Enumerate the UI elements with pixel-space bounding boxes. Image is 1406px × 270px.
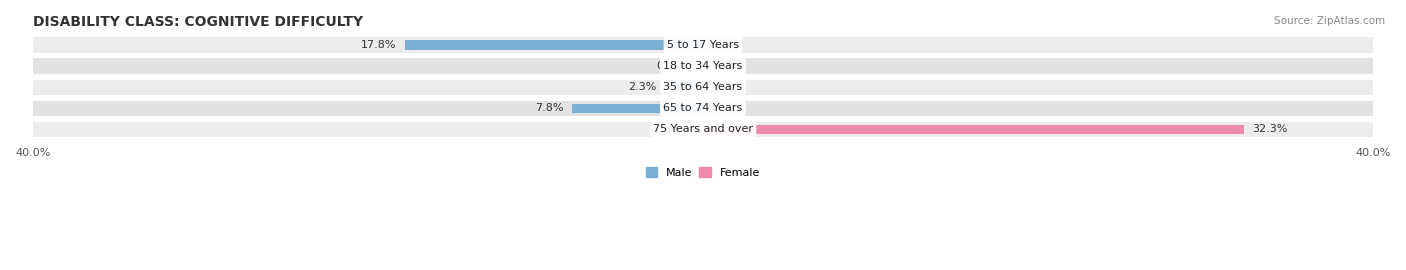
Text: 17.8%: 17.8% <box>361 40 396 50</box>
Text: 0.59%: 0.59% <box>650 124 685 134</box>
Text: 2.3%: 2.3% <box>627 82 657 92</box>
Bar <box>32 80 1374 95</box>
Bar <box>693 125 703 134</box>
Text: 0.16%: 0.16% <box>657 61 692 71</box>
Bar <box>700 61 703 71</box>
Text: 0.2%: 0.2% <box>714 82 744 92</box>
Text: DISABILITY CLASS: COGNITIVE DIFFICULTY: DISABILITY CLASS: COGNITIVE DIFFICULTY <box>32 15 363 29</box>
Text: 18 to 34 Years: 18 to 34 Years <box>664 61 742 71</box>
Text: 65 to 74 Years: 65 to 74 Years <box>664 103 742 113</box>
Bar <box>703 125 1244 134</box>
Bar <box>405 40 703 50</box>
Bar <box>32 122 1374 137</box>
Bar <box>665 82 703 92</box>
Text: 32.3%: 32.3% <box>1253 124 1288 134</box>
Text: 75 Years and over: 75 Years and over <box>652 124 754 134</box>
Text: 0.0%: 0.0% <box>711 103 740 113</box>
Text: 5 to 17 Years: 5 to 17 Years <box>666 40 740 50</box>
Bar <box>703 82 706 92</box>
Text: 7.8%: 7.8% <box>536 103 564 113</box>
Text: 0.0%: 0.0% <box>711 61 740 71</box>
Bar <box>32 58 1374 74</box>
Bar <box>32 37 1374 52</box>
Bar <box>32 101 1374 116</box>
Bar <box>572 104 703 113</box>
Legend: Male, Female: Male, Female <box>641 162 765 182</box>
Text: Source: ZipAtlas.com: Source: ZipAtlas.com <box>1274 16 1385 26</box>
Text: 0.0%: 0.0% <box>711 40 740 50</box>
Text: 35 to 64 Years: 35 to 64 Years <box>664 82 742 92</box>
